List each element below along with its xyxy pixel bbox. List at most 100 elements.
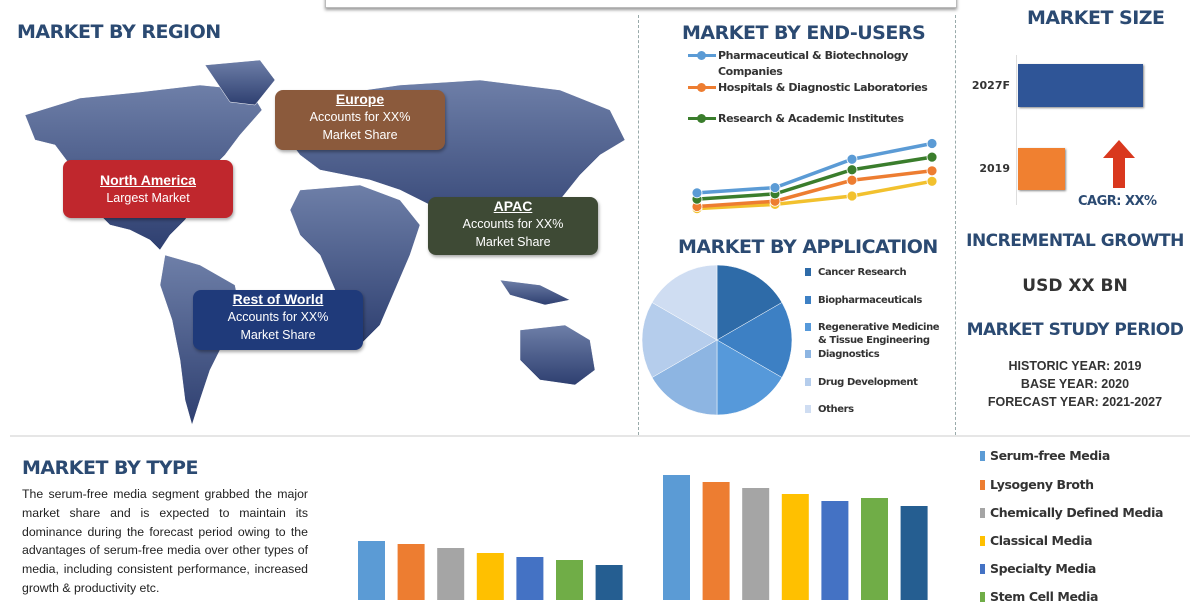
legend-item: Diagnostics bbox=[805, 348, 945, 361]
bar bbox=[781, 494, 809, 600]
legend-item: Cancer Research bbox=[805, 266, 945, 279]
category-label: 2019 bbox=[979, 162, 1010, 175]
region-share-label: Market Share bbox=[322, 128, 398, 142]
bar bbox=[516, 557, 544, 600]
legend-swatch bbox=[805, 296, 811, 304]
region-share: Accounts for XX% bbox=[309, 110, 411, 124]
legend-marker bbox=[697, 114, 706, 123]
study-period-title: MARKET STUDY PERIOD bbox=[966, 320, 1184, 340]
data-point bbox=[769, 182, 781, 193]
data-point bbox=[846, 174, 858, 186]
bar bbox=[663, 475, 690, 600]
base-year: BASE YEAR: 2020 bbox=[1020, 377, 1130, 391]
cagr-label: CAGR: XX% bbox=[1078, 194, 1157, 209]
legend-swatch bbox=[980, 536, 985, 546]
series-line bbox=[696, 155, 933, 201]
bar bbox=[821, 501, 849, 600]
historic-year: HISTORIC YEAR: 2019 bbox=[1008, 359, 1142, 373]
legend-item: Biopharmaceuticals bbox=[805, 294, 945, 307]
legend-item: Drug Development bbox=[805, 376, 945, 389]
pie-slice bbox=[641, 302, 718, 378]
series-line bbox=[696, 169, 933, 209]
legend-item: Classical Media bbox=[980, 533, 1180, 548]
region-share: Accounts for XX% bbox=[227, 310, 329, 324]
legend-label: Cancer Research bbox=[818, 267, 907, 278]
end-users-line-chart bbox=[691, 138, 938, 214]
legend-swatch bbox=[980, 508, 985, 518]
data-point bbox=[691, 187, 703, 199]
region-box-apac: APAC Accounts for XX% Market Share bbox=[428, 197, 598, 255]
bar bbox=[358, 541, 385, 600]
legend-item: Others bbox=[805, 403, 945, 416]
legend-label: Pharmaceutical & Biotechnology Companies bbox=[718, 49, 908, 78]
indonesia-shape bbox=[499, 279, 571, 306]
legend-line-marker-icon bbox=[688, 83, 716, 92]
data-point bbox=[926, 165, 938, 177]
region-name: APAC bbox=[493, 198, 533, 214]
bar bbox=[556, 560, 583, 600]
legend-label: Stem Cell Media bbox=[990, 589, 1098, 604]
pie-slice bbox=[651, 339, 718, 416]
bar bbox=[476, 553, 504, 600]
legend-label: Regenerative Medicine & Tissue Engineeri… bbox=[818, 322, 940, 346]
divider bbox=[638, 15, 639, 435]
bar bbox=[1018, 64, 1143, 107]
bar bbox=[437, 548, 465, 600]
data-point bbox=[926, 151, 938, 163]
legend-label: Others bbox=[818, 404, 854, 415]
legend-swatch bbox=[805, 350, 811, 358]
pie-slice bbox=[651, 264, 718, 341]
region-title: MARKET BY REGION bbox=[17, 21, 221, 43]
legend-swatch bbox=[805, 268, 811, 276]
category-label: 2027F bbox=[971, 78, 1010, 92]
region-box-north-america: North America Largest Market bbox=[63, 160, 233, 218]
legend-swatch bbox=[980, 592, 985, 602]
legend-line-marker-icon bbox=[688, 114, 716, 123]
bar bbox=[861, 498, 888, 600]
application-pie-chart bbox=[641, 264, 793, 416]
legend-label: Biopharmaceuticals bbox=[818, 295, 922, 306]
legend-marker bbox=[697, 83, 706, 92]
legend-label: Drug Development bbox=[818, 377, 918, 388]
type-bar-chart bbox=[358, 475, 928, 600]
legend-line-marker-icon bbox=[688, 51, 716, 60]
legend-swatch bbox=[805, 405, 811, 413]
legend-item: Stem Cell Media bbox=[980, 589, 1180, 604]
bar bbox=[397, 544, 425, 600]
region-box-europe: Europe Accounts for XX% Market Share bbox=[275, 90, 445, 150]
legend-marker bbox=[697, 51, 706, 60]
region-name: Rest of World bbox=[232, 291, 324, 307]
legend-label: Lysogeny Broth bbox=[990, 477, 1094, 492]
bar bbox=[1018, 148, 1065, 190]
type-title: MARKET BY TYPE bbox=[22, 457, 198, 479]
divider bbox=[10, 435, 1190, 437]
legend-item: Regenerative Medicine & Tissue Engineeri… bbox=[805, 321, 945, 347]
australia-shape bbox=[519, 324, 596, 386]
region-box-rest-of-world: Rest of World Accounts for XX% Market Sh… bbox=[193, 290, 363, 350]
greenland-shape bbox=[204, 59, 276, 106]
market-size-title: MARKET SIZE bbox=[1027, 7, 1165, 29]
study-period-details: HISTORIC YEAR: 2019 BASE YEAR: 2020 FORE… bbox=[960, 357, 1190, 411]
data-point bbox=[846, 164, 858, 176]
africa-shape bbox=[289, 184, 421, 346]
data-point bbox=[926, 138, 938, 149]
legend-item: Chemically Defined Media bbox=[980, 505, 1180, 520]
region-share-label: Market Share bbox=[240, 328, 316, 342]
region-name: Europe bbox=[335, 91, 385, 107]
pie-slice bbox=[716, 339, 783, 416]
data-point bbox=[846, 153, 858, 165]
pie-slice bbox=[716, 302, 793, 378]
legend-swatch bbox=[805, 378, 811, 386]
incremental-growth-value: USD XX BN bbox=[1022, 276, 1128, 296]
forecast-year: FORECAST YEAR: 2021-2027 bbox=[987, 395, 1163, 409]
bar bbox=[702, 482, 730, 600]
up-arrow-icon bbox=[1103, 140, 1135, 188]
data-point bbox=[846, 190, 858, 202]
bar bbox=[595, 565, 623, 600]
legend-swatch bbox=[805, 323, 811, 331]
pie-slice bbox=[716, 264, 783, 341]
axis-line bbox=[1016, 55, 1017, 205]
region-name: North America bbox=[100, 172, 196, 188]
end-users-title: MARKET BY END-USERS bbox=[682, 22, 926, 44]
divider bbox=[955, 15, 956, 435]
